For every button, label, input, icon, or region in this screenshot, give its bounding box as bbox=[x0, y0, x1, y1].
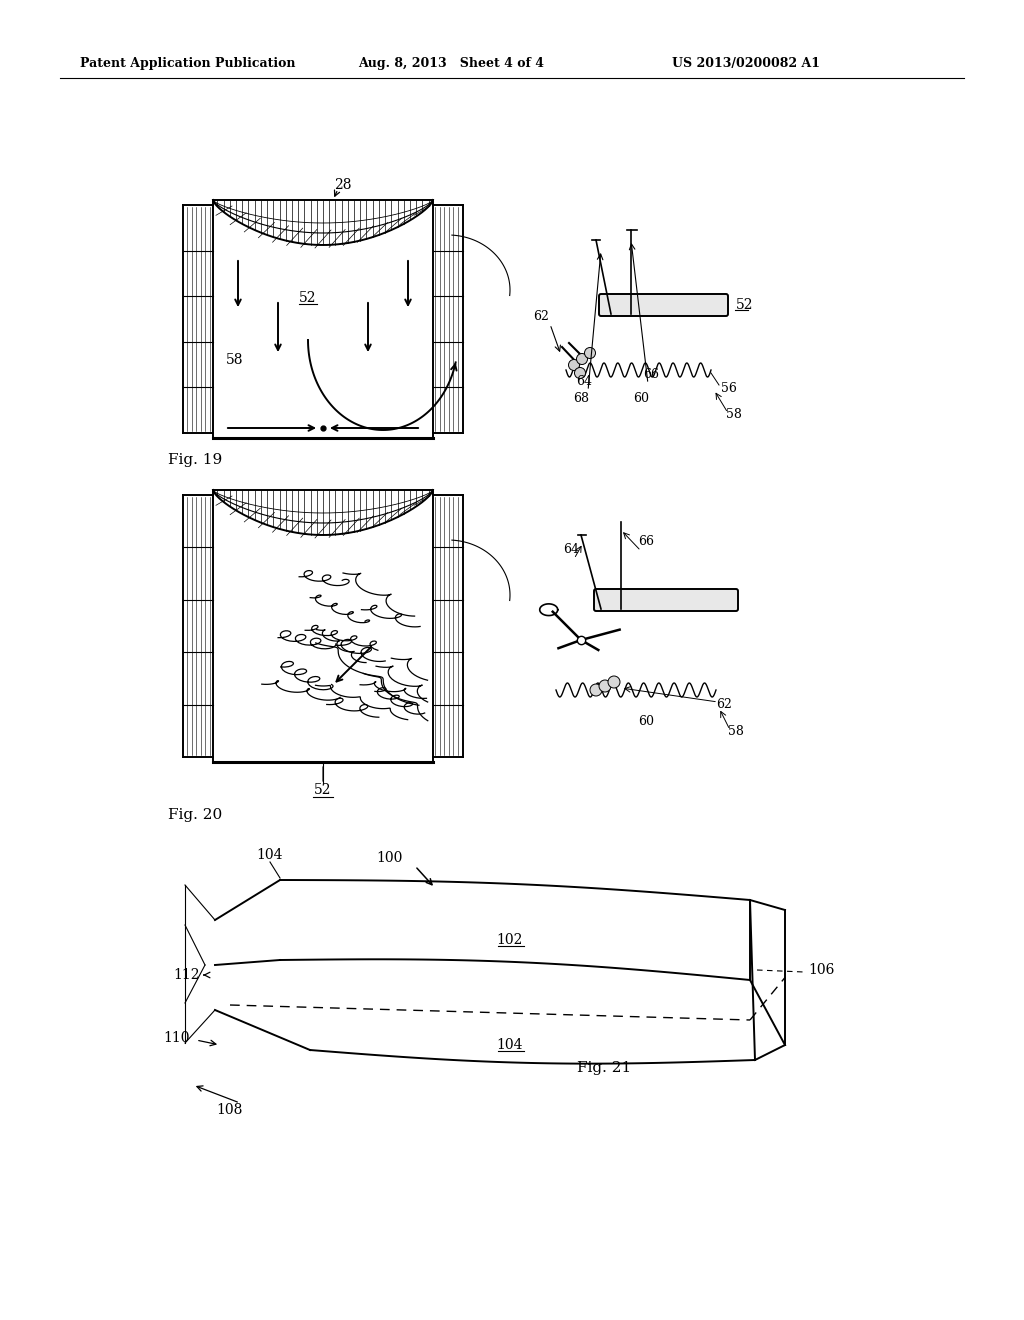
Text: Fig. 21: Fig. 21 bbox=[577, 1061, 631, 1074]
Text: 110: 110 bbox=[164, 1031, 190, 1045]
FancyBboxPatch shape bbox=[594, 589, 738, 611]
Text: 58: 58 bbox=[728, 725, 743, 738]
Circle shape bbox=[599, 680, 611, 692]
Text: 68: 68 bbox=[573, 392, 589, 405]
Circle shape bbox=[585, 347, 596, 359]
Text: 52: 52 bbox=[299, 290, 316, 305]
Text: 52: 52 bbox=[314, 783, 332, 797]
Text: 58: 58 bbox=[226, 352, 244, 367]
Text: 106: 106 bbox=[808, 964, 835, 977]
Text: 60: 60 bbox=[638, 715, 654, 729]
Text: 64: 64 bbox=[575, 375, 592, 388]
Text: 52: 52 bbox=[736, 298, 754, 312]
Text: Patent Application Publication: Patent Application Publication bbox=[80, 58, 296, 70]
Text: 108: 108 bbox=[217, 1104, 243, 1117]
Text: 112: 112 bbox=[173, 968, 200, 982]
Circle shape bbox=[608, 676, 620, 688]
Text: 100: 100 bbox=[377, 851, 403, 865]
Text: 58: 58 bbox=[726, 408, 741, 421]
Circle shape bbox=[590, 684, 602, 696]
Circle shape bbox=[577, 354, 588, 364]
Text: 56: 56 bbox=[721, 381, 737, 395]
Text: 104: 104 bbox=[497, 1038, 523, 1052]
Text: 60: 60 bbox=[633, 392, 649, 405]
Circle shape bbox=[574, 367, 586, 379]
Text: 66: 66 bbox=[638, 535, 654, 548]
Circle shape bbox=[568, 359, 580, 371]
Text: 104: 104 bbox=[257, 847, 284, 862]
Text: Aug. 8, 2013   Sheet 4 of 4: Aug. 8, 2013 Sheet 4 of 4 bbox=[358, 58, 544, 70]
Text: US 2013/0200082 A1: US 2013/0200082 A1 bbox=[672, 58, 820, 70]
Text: Fig. 19: Fig. 19 bbox=[168, 453, 222, 467]
FancyBboxPatch shape bbox=[599, 294, 728, 315]
Text: 66: 66 bbox=[643, 368, 659, 381]
Text: 62: 62 bbox=[534, 310, 549, 323]
Text: 102: 102 bbox=[497, 933, 523, 946]
Text: Fig. 20: Fig. 20 bbox=[168, 808, 222, 822]
Text: 64: 64 bbox=[563, 543, 579, 556]
Text: 62: 62 bbox=[716, 698, 732, 711]
Text: 28: 28 bbox=[334, 178, 352, 191]
